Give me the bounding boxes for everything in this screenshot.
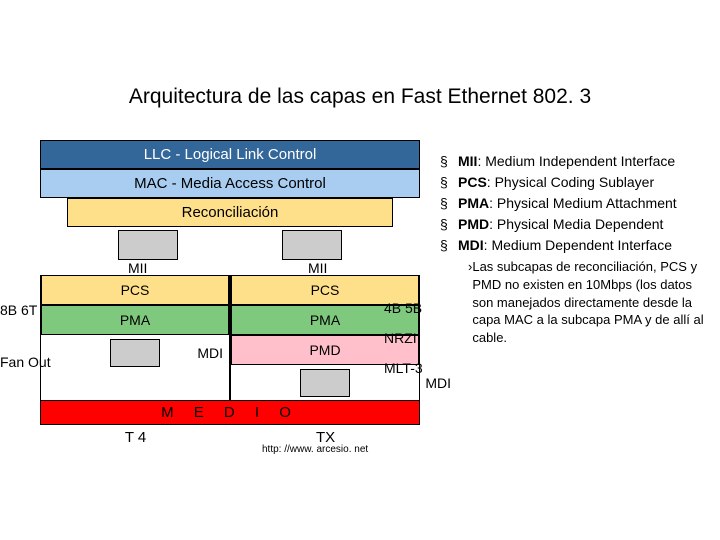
- lbl-t4: T 4: [125, 429, 146, 446]
- diagram: LLC - Logical Link Control MAC - Media A…: [40, 140, 420, 446]
- layer-llc: LLC - Logical Link Control: [40, 140, 420, 169]
- gloss-mdi: §MDI: Medium Dependent Interface: [440, 236, 705, 255]
- mii-box-left: [118, 230, 178, 260]
- gloss-subnote: ›Las subcapas de reconciliación, PCS y P…: [468, 258, 705, 346]
- gloss-pma: §PMA: Physical Medium Attachment: [440, 194, 705, 213]
- mii-connectors: [67, 227, 394, 263]
- url: http: //www. arcesio. net: [262, 444, 368, 455]
- annot-8b6t: 8B 6T: [0, 302, 37, 318]
- gloss-mii: §MII: Medium Independent Interface: [440, 152, 705, 171]
- pma-t4: PMA: [41, 305, 229, 335]
- mdi-label-tx: MDI: [425, 375, 451, 391]
- layer-medio: M E D I O: [40, 400, 420, 425]
- bottom-labels: T 4 TX: [40, 425, 420, 446]
- annot-4b5b: 4B 5B: [384, 300, 422, 316]
- pcs-t4: PCS: [41, 275, 229, 305]
- glossary: §MII: Medium Independent Interface §PCS:…: [440, 152, 705, 346]
- gloss-pcs: §PCS: Physical Coding Sublayer: [440, 173, 705, 192]
- annot-nrzi: NRZI: [384, 330, 417, 346]
- mdi-box-t4: [110, 339, 160, 367]
- mdi-box-tx: [300, 369, 350, 397]
- mdi-row-t4: MDI: [41, 335, 229, 370]
- annot-fanout: Fan Out: [0, 354, 51, 370]
- mii-label-right: MII: [308, 260, 327, 276]
- mii-label-left: MII: [128, 260, 147, 276]
- gloss-pmd: §PMD: Physical Media Dependent: [440, 215, 705, 234]
- mdi-label-t4: MDI: [197, 345, 223, 361]
- layer-recon: Reconciliación: [67, 198, 394, 227]
- mii-box-right: [282, 230, 342, 260]
- annot-mlt3: MLT-3: [384, 360, 423, 376]
- page-title: Arquitectura de las capas en Fast Ethern…: [0, 85, 720, 109]
- col-t4: PCS PMA MDI: [40, 275, 230, 400]
- layer-mac: MAC - Media Access Control: [40, 169, 420, 198]
